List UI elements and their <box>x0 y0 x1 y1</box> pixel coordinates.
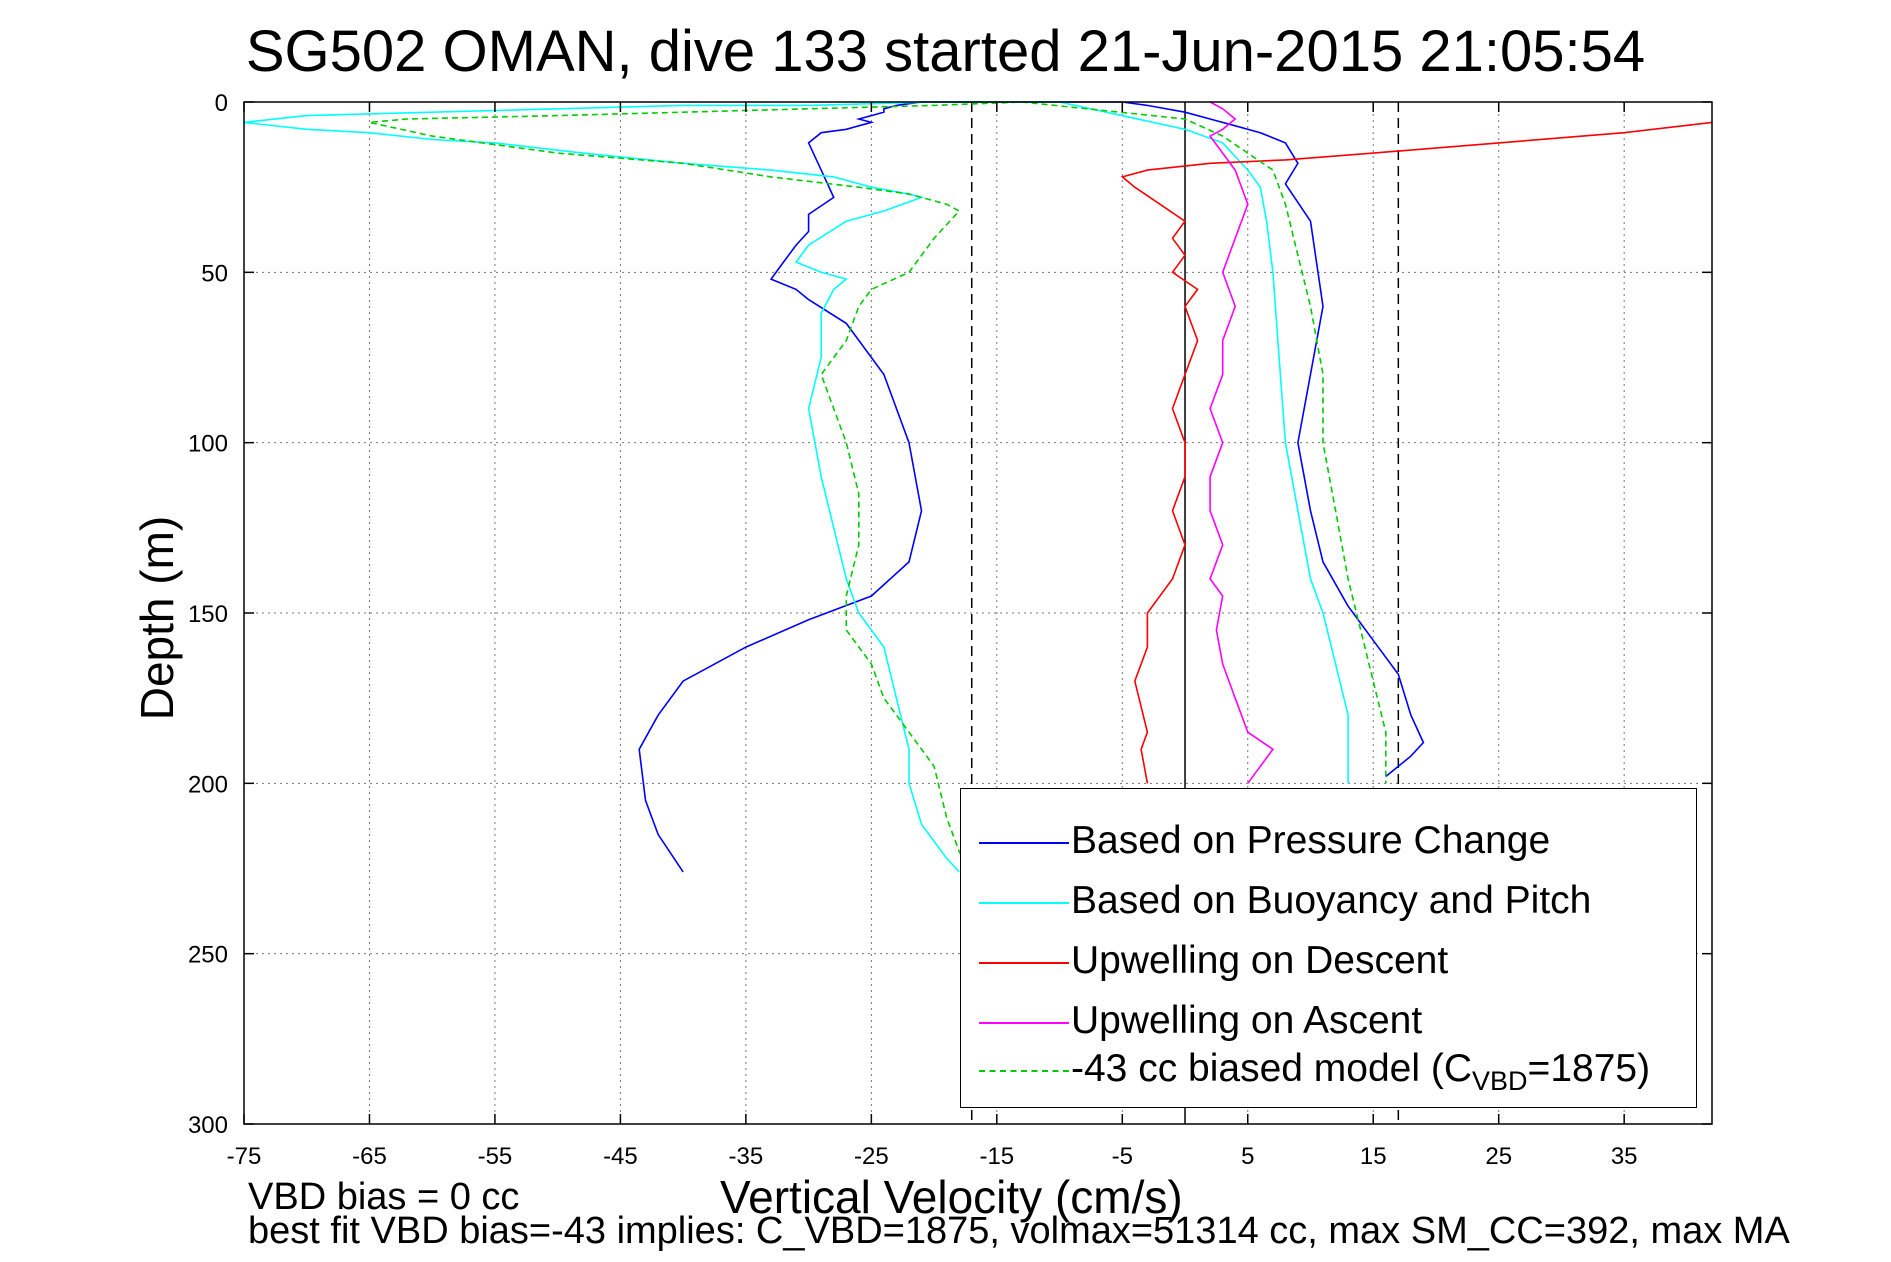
footer-fit-note: best fit VBD bias=-43 implies: C_VBD=187… <box>248 1210 1790 1252</box>
legend-label-ascent: Upwelling on Ascent <box>1071 999 1423 1042</box>
x-axis-label: Vertical Velocity (cm/s) <box>720 1171 1183 1223</box>
legend-label-pressure: Based on Pressure Change <box>1071 819 1551 862</box>
legend-label-biased-main: -43 cc biased model (C <box>1071 1047 1473 1090</box>
x-tick-label: -45 <box>603 1143 638 1170</box>
chart-title: SG502 OMAN, dive 133 started 21-Jun-2015… <box>245 19 1646 84</box>
x-tick-label: 15 <box>1360 1143 1387 1170</box>
x-tick-label: -25 <box>854 1143 889 1170</box>
legend-label-biased-model: -43 cc biased model (CVBD=1875) <box>1071 1047 1650 1097</box>
y-tick-label: 100 <box>188 431 228 458</box>
legend-label-buoyancy: Based on Buoyancy and Pitch <box>1071 879 1592 922</box>
x-tick-label: 25 <box>1485 1143 1512 1170</box>
legend-item-descent: Upwelling on Descent <box>961 935 1696 991</box>
x-tick-label: -75 <box>227 1143 262 1170</box>
series-line-4 <box>369 101 1387 873</box>
legend-item-biased-model: -43 cc biased model (CVBD=1875) <box>961 1043 1696 1099</box>
x-tick-label: -65 <box>352 1143 387 1170</box>
x-tick-label: 35 <box>1611 1143 1638 1170</box>
series-line-3 <box>1208 101 1275 784</box>
x-tick-label: 5 <box>1241 1143 1254 1170</box>
x-tick-label: -35 <box>729 1143 764 1170</box>
x-tick-label: -5 <box>1112 1143 1133 1170</box>
legend-swatch-pressure <box>979 842 1069 844</box>
legend-label-descent: Upwelling on Descent <box>1071 939 1449 982</box>
legend-label-biased-tail: =1875) <box>1527 1047 1651 1090</box>
legend: Based on Pressure Change Based on Buoyan… <box>960 788 1697 1108</box>
x-tick-label: -55 <box>478 1143 513 1170</box>
y-axis-label: Depth (m) <box>131 515 183 721</box>
y-tick-label: 150 <box>188 601 228 628</box>
x-tick-label: -15 <box>979 1143 1014 1170</box>
y-tick-label: 0 <box>215 90 228 117</box>
series-line-1 <box>243 101 1349 873</box>
legend-item-buoyancy: Based on Buoyancy and Pitch <box>961 875 1696 931</box>
legend-swatch-descent <box>979 962 1069 964</box>
series-line-0 <box>638 101 1425 873</box>
legend-item-ascent: Upwelling on Ascent <box>961 995 1696 1051</box>
series-line-2 <box>1120 121 1713 784</box>
y-tick-label: 250 <box>188 942 228 969</box>
series-group <box>243 101 1713 873</box>
legend-swatch-ascent <box>979 1022 1069 1024</box>
y-tick-label: 50 <box>201 260 228 287</box>
legend-swatch-biased-model <box>979 1070 1069 1072</box>
legend-item-pressure: Based on Pressure Change <box>961 815 1696 871</box>
tick-labels: -75 -65 -55 -45 -35 -25 -15 -5 5 15 25 350501001502… <box>188 90 1712 1170</box>
footer-bias-note: VBD bias = 0 cc <box>248 1176 520 1218</box>
legend-label-biased-sub: VBD <box>1472 1065 1528 1096</box>
y-tick-label: 200 <box>188 771 228 798</box>
y-tick-label: 300 <box>188 1112 228 1139</box>
legend-swatch-buoyancy <box>979 902 1069 904</box>
